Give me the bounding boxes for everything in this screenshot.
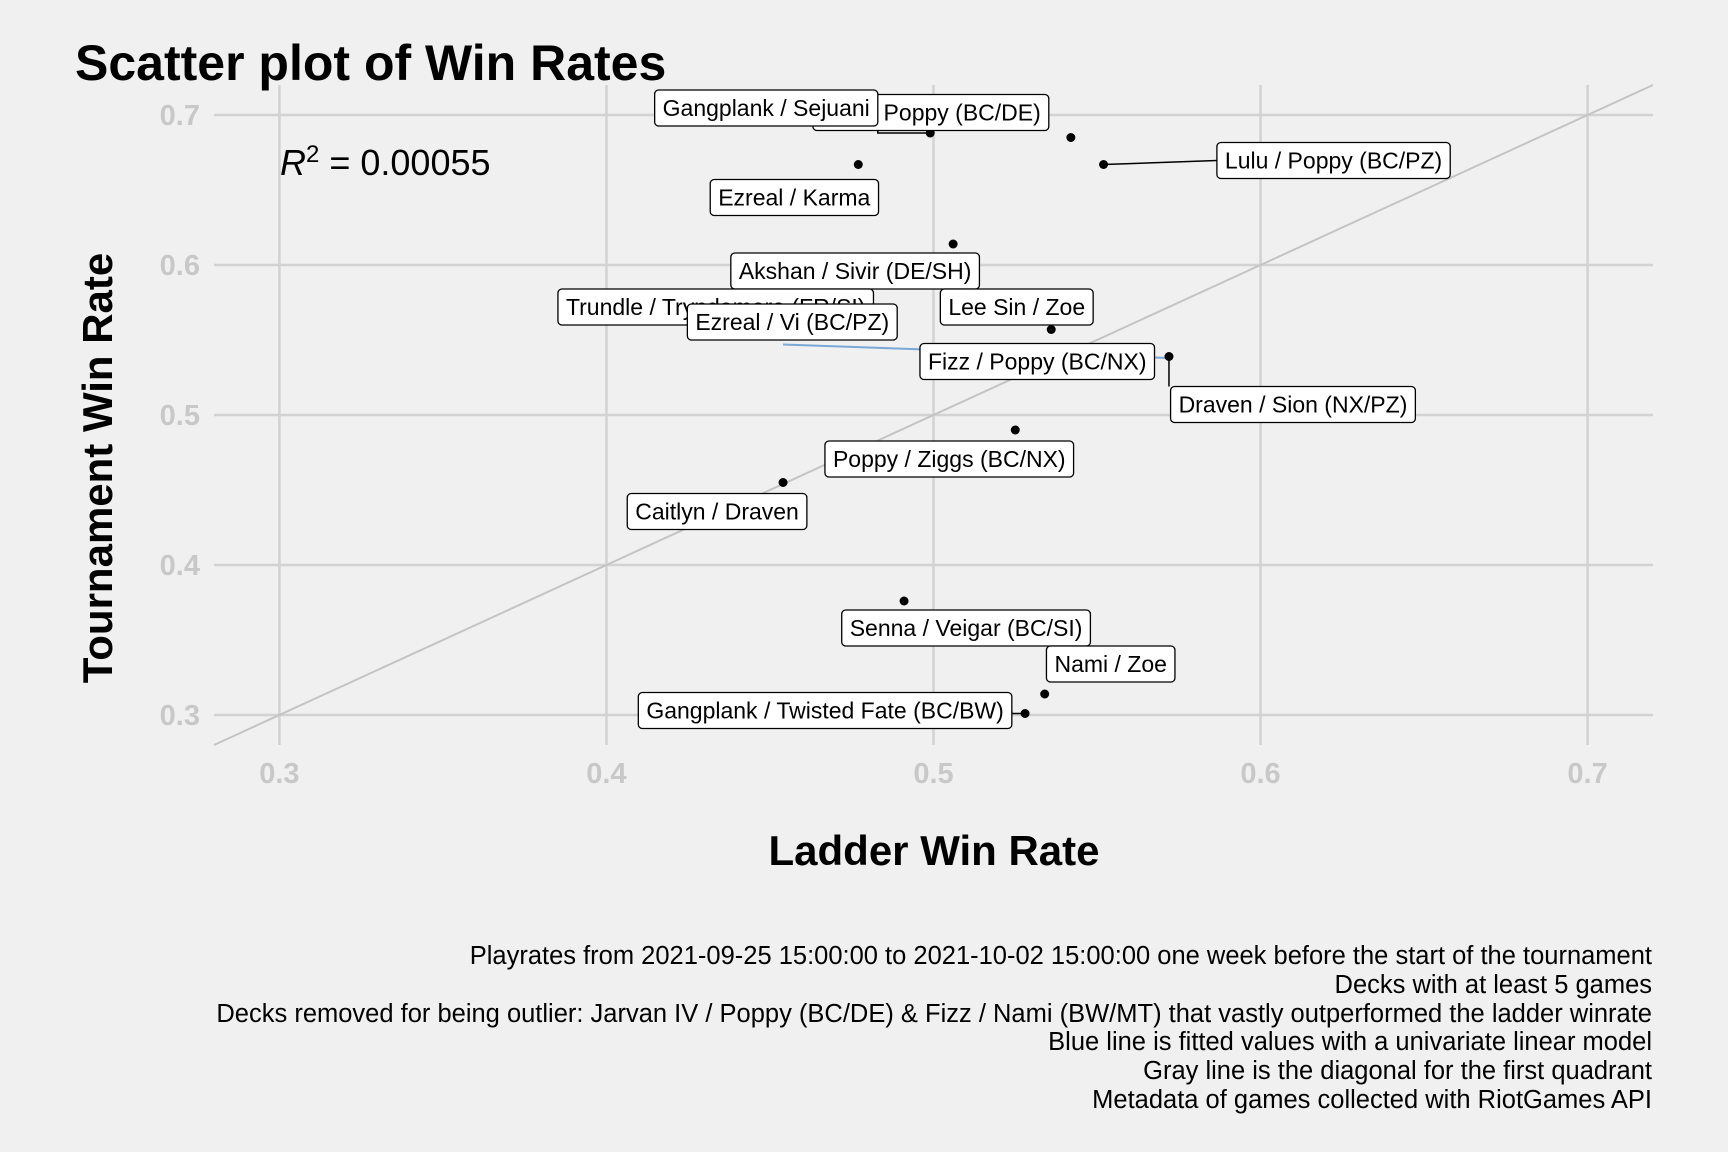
point-label-text: Lulu / Poppy (BC/PZ) bbox=[1225, 148, 1442, 174]
r-squared-value: = 0.00055 bbox=[319, 142, 490, 183]
point-label-box bbox=[939, 288, 1094, 326]
point-label-text: Poppy / Ziggs (BC/NX) bbox=[833, 446, 1066, 472]
point-label: Poppy / Ziggs (BC/NX) bbox=[824, 440, 1075, 478]
point-label: Ezreal / Vi (BC/PZ) bbox=[686, 303, 898, 341]
data-point bbox=[1040, 689, 1050, 699]
point-label: Fizz / Poppy (BC/NX) bbox=[919, 342, 1156, 381]
point-label-box bbox=[1169, 385, 1417, 424]
data-point bbox=[1066, 133, 1076, 142]
caption-line: Blue line is fitted values with a univar… bbox=[1048, 1028, 1652, 1057]
data-point bbox=[899, 596, 909, 606]
r-squared-symbol: R bbox=[280, 142, 306, 183]
point-label-box bbox=[1216, 141, 1451, 180]
point-label: Draven / Sion (NX/PZ) bbox=[1169, 385, 1417, 424]
point-labels: Lulu / Poppy (BC/DE)Gangplank / SejuaniL… bbox=[557, 89, 1451, 730]
data-point bbox=[1010, 425, 1020, 435]
point-label-box bbox=[1045, 645, 1176, 683]
point-label: Lulu / Poppy (BC/PZ) bbox=[1216, 141, 1451, 180]
point-label-text: Akshan / Sivir (DE/SH) bbox=[739, 258, 972, 284]
caption-line: Gray line is the diagonal for the first … bbox=[1143, 1057, 1652, 1086]
point-label-box bbox=[824, 440, 1075, 478]
point-label-text: Caitlyn / Draven bbox=[635, 499, 799, 525]
tick-labels: 0.3 0.4 0.5 0.6 0.7 0.3 0.4 0.5 0.6 0.7 bbox=[160, 100, 1608, 790]
data-point bbox=[948, 239, 958, 249]
point-label: Senna / Veigar (BC/SI) bbox=[841, 609, 1092, 647]
y-tick-label: 0.7 bbox=[160, 100, 200, 132]
x-axis-title: Ladder Win Rate bbox=[769, 827, 1100, 874]
point-label-box bbox=[709, 178, 880, 217]
data-point bbox=[1164, 352, 1174, 361]
point-label: Gangplank / Twisted Fate (BC/BW) bbox=[637, 691, 1013, 730]
point-label-box bbox=[919, 342, 1156, 381]
y-tick-label: 0.3 bbox=[160, 700, 200, 732]
r-squared-exponent: 2 bbox=[306, 141, 319, 168]
caption-line: Playrates from 2021-09-25 15:00:00 to 20… bbox=[469, 942, 1652, 970]
point-label: Gangplank / Sejuani bbox=[654, 89, 879, 127]
point-label-box bbox=[686, 303, 898, 341]
point-label: Caitlyn / Draven bbox=[626, 492, 808, 531]
caption-line: Metadata of games collected with RiotGam… bbox=[1092, 1085, 1652, 1114]
x-tick-label: 0.3 bbox=[259, 758, 299, 790]
point-label-text: Lee Sin / Zoe bbox=[948, 294, 1085, 320]
point-label-box bbox=[654, 89, 879, 127]
point-label-text: Nami / Zoe bbox=[1054, 651, 1166, 677]
y-axis-title: Tournament Win Rate bbox=[74, 253, 121, 684]
point-label-text: Gangplank / Sejuani bbox=[663, 95, 870, 121]
caption: Playrates from 2021-09-25 15:00:00 to 20… bbox=[216, 942, 1652, 1115]
point-label-box bbox=[626, 492, 808, 531]
data-point bbox=[853, 160, 863, 169]
data-point bbox=[1046, 325, 1056, 334]
point-label-text: Gangplank / Twisted Fate (BC/BW) bbox=[646, 698, 1004, 724]
point-label-text: Fizz / Poppy (BC/NX) bbox=[928, 349, 1147, 375]
data-point bbox=[778, 478, 788, 487]
point-label: Ezreal / Karma bbox=[709, 178, 880, 217]
diagonal-line bbox=[213, 84, 1654, 746]
data-point bbox=[1020, 709, 1030, 718]
point-label-text: Ezreal / Karma bbox=[718, 185, 870, 211]
point-label: Nami / Zoe bbox=[1045, 645, 1176, 683]
point-label-box bbox=[637, 691, 1013, 730]
point-label-text: Ezreal / Vi (BC/PZ) bbox=[695, 309, 889, 335]
x-tick-label: 0.7 bbox=[1567, 758, 1607, 790]
caption-line: Decks with at least 5 games bbox=[1334, 970, 1652, 999]
caption-line: Decks removed for being outlier: Jarvan … bbox=[216, 999, 1652, 1028]
r-squared-annotation: R2 = 0.00055 bbox=[280, 141, 491, 184]
y-tick-label: 0.6 bbox=[160, 250, 200, 282]
point-label-text: Senna / Veigar (BC/SI) bbox=[850, 615, 1083, 641]
data-point bbox=[1099, 160, 1109, 169]
point-label-text: Draven / Sion (NX/PZ) bbox=[1179, 392, 1408, 418]
y-tick-label: 0.5 bbox=[160, 400, 200, 432]
point-label: Lee Sin / Zoe bbox=[939, 288, 1094, 326]
point-label: Akshan / Sivir (DE/SH) bbox=[730, 252, 981, 290]
x-tick-label: 0.6 bbox=[1240, 758, 1280, 790]
x-tick-label: 0.5 bbox=[913, 758, 953, 790]
point-label-box bbox=[841, 609, 1092, 647]
chart-title: Scatter plot of Win Rates bbox=[75, 35, 667, 91]
x-tick-label: 0.4 bbox=[586, 758, 626, 790]
y-tick-label: 0.4 bbox=[160, 550, 200, 582]
label-leader bbox=[1103, 159, 1217, 166]
